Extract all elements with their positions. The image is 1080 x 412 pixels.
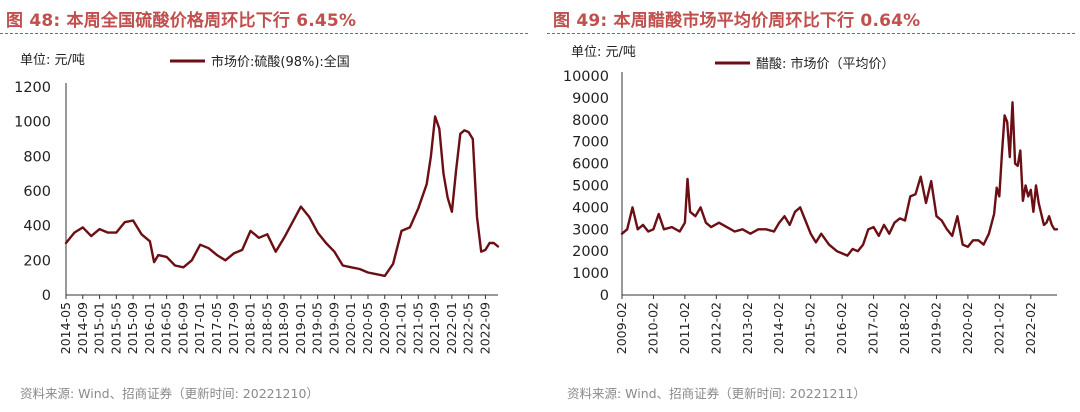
chart-panel-sulfuric-acid: 图 48: 本周全国硫酸价格周环比下行 6.45% 单位: 元/吨 市场价:硫酸(… xyxy=(0,0,533,412)
x-tick-label: 2022-01 xyxy=(444,302,459,354)
y-tick-label: 6000 xyxy=(572,157,609,173)
series-line xyxy=(64,115,500,278)
y-tick-label: 0 xyxy=(600,288,609,304)
x-tick-label: 2016-09 xyxy=(175,302,190,354)
title-rule xyxy=(0,33,528,34)
y-tick-label: 5000 xyxy=(572,179,609,195)
x-tick-label: 2021-05 xyxy=(410,302,425,354)
sulfuric-acid-price-chart: 单位: 元/吨 市场价:硫酸(98%):全国 0 200 400 600 800 1000 12… xyxy=(14,53,500,354)
x-tick-label: 2017-09 xyxy=(226,302,241,354)
x-tick-label: 2014-05 xyxy=(58,302,73,354)
y-tick-label: 600 xyxy=(23,184,51,200)
y-tick-label: 1200 xyxy=(14,80,51,96)
title-rule xyxy=(547,33,1075,34)
x-tick-label: 2015-01 xyxy=(92,302,107,354)
x-tick-label: 2021-09 xyxy=(427,302,442,354)
x-tick-label: 2014-09 xyxy=(75,302,90,354)
legend-label: 醋酸: 市场价（平均价） xyxy=(756,56,895,72)
x-tick-label: 2020-05 xyxy=(360,302,375,354)
x-tick-label: 2011-02 xyxy=(677,302,692,354)
y-tick-label: 800 xyxy=(23,149,51,165)
x-tick-label: 2022-09 xyxy=(477,302,492,354)
x-tick-label: 2016-02 xyxy=(834,302,849,354)
x-tick-label: 2019-09 xyxy=(326,302,341,354)
figure-title: 图 49: 本周醋酸市场平均价周环比下行 0.64% xyxy=(553,11,921,31)
x-tick-label: 2022-02 xyxy=(1023,302,1038,354)
x-tick-label: 2013-02 xyxy=(740,302,755,354)
x-tick-label: 2015-05 xyxy=(108,302,123,354)
source-note: 资料来源: Wind、招商证券（更新时间: 20221210） xyxy=(20,386,319,401)
y-tick-label: 4000 xyxy=(572,200,609,216)
x-tick-label: 2020-09 xyxy=(377,302,392,354)
x-tick-label: 2017-02 xyxy=(866,302,881,354)
source-note: 资料来源: Wind、招商证券（更新时间: 20221211） xyxy=(567,386,866,401)
x-tick-label: 2020-02 xyxy=(960,302,975,354)
x-tick-label: 2015-09 xyxy=(125,302,140,354)
x-tick-label: 2019-05 xyxy=(310,302,325,354)
unit-label: 单位: 元/吨 xyxy=(20,53,85,68)
x-tick-label: 2019-02 xyxy=(928,302,943,354)
x-tick-label: 2016-01 xyxy=(142,302,157,354)
legend-label: 市场价:硫酸(98%):全国 xyxy=(211,54,350,70)
y-tick-label: 200 xyxy=(23,253,51,269)
x-tick-label: 2010-02 xyxy=(645,302,660,354)
x-tick-label: 2009-02 xyxy=(614,302,629,354)
x-tick-label: 2018-02 xyxy=(897,302,912,354)
y-tick-label: 10000 xyxy=(563,69,609,85)
y-tick-label: 9000 xyxy=(572,91,609,107)
y-tick-label: 1000 xyxy=(572,266,609,282)
x-tick-label: 2017-05 xyxy=(209,302,224,354)
x-tick-label: 2022-05 xyxy=(461,302,476,354)
y-tick-label: 7000 xyxy=(572,135,609,151)
x-tick-label: 2021-02 xyxy=(991,302,1006,354)
x-tick-label: 2015-02 xyxy=(803,302,818,354)
x-tick-label: 2021-01 xyxy=(394,302,409,354)
x-tick-label: 2012-02 xyxy=(708,302,723,354)
x-tick-label: 2014-02 xyxy=(771,302,786,354)
x-tick-label: 2016-05 xyxy=(159,302,174,354)
y-tick-label: 400 xyxy=(23,219,51,235)
figure-title: 图 48: 本周全国硫酸价格周环比下行 6.45% xyxy=(6,11,357,31)
unit-label: 单位: 元/吨 xyxy=(571,45,636,60)
x-tick-label: 2019-01 xyxy=(293,302,308,354)
y-tick-label: 8000 xyxy=(572,113,609,129)
y-tick-label: 1000 xyxy=(14,115,51,131)
x-tick-label: 2018-09 xyxy=(276,302,291,354)
y-tick-label: 0 xyxy=(42,288,51,304)
y-tick-label: 2000 xyxy=(572,244,609,260)
chart-panel-acetic-acid: 图 49: 本周醋酸市场平均价周环比下行 0.64% 单位: 元/吨醋酸: 市场… xyxy=(547,0,1080,412)
series-line xyxy=(620,101,1059,257)
x-tick-label: 2017-01 xyxy=(192,302,207,354)
acetic-acid-price-chart: 单位: 元/吨醋酸: 市场价（平均价） 0 1000 2000 3000 4000 5000… xyxy=(563,45,1059,354)
x-tick-label: 2018-01 xyxy=(243,302,258,354)
x-tick-label: 2018-05 xyxy=(259,302,274,354)
x-tick-label: 2020-01 xyxy=(343,302,358,354)
y-tick-label: 3000 xyxy=(572,222,609,238)
